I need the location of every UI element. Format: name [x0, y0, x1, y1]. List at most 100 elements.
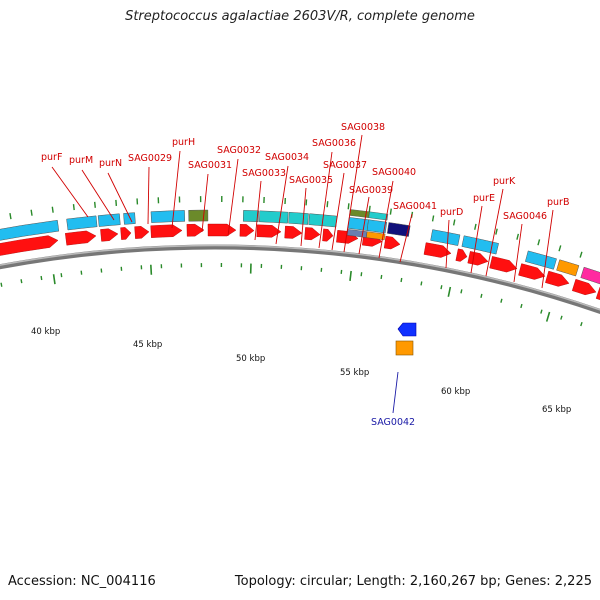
scale-label-40kbp: 40 kbp [31, 327, 60, 337]
outer-tick [495, 228, 498, 235]
leader-purK [485, 188, 504, 277]
cds-arrow [336, 230, 359, 244]
scale-label-65kbp: 65 kbp [542, 405, 571, 415]
gene-label-purD: purD [440, 207, 463, 218]
outer-tick [452, 219, 456, 226]
cds-arrow [322, 228, 334, 242]
gene-label-purF: purF [41, 152, 62, 163]
outer-tick [537, 239, 541, 246]
outer-tick [51, 206, 54, 213]
inner-tick [440, 285, 443, 290]
gene-box [366, 231, 386, 241]
major-tick [349, 270, 352, 281]
outer-tick [9, 213, 12, 220]
inner-tick [360, 272, 363, 277]
gene-label-SAG0031: SAG0031 [188, 160, 232, 171]
outer-tick [389, 208, 392, 215]
gene-box [242, 210, 259, 223]
cds-arrow [0, 235, 59, 256]
gene-label-SAG0037: SAG0037 [323, 160, 367, 171]
inner-tick [0, 282, 3, 287]
map-title: Streptococcus agalactiae 2603V/R, comple… [125, 9, 475, 24]
major-tick [545, 311, 551, 322]
gene-label-SAG0042: SAG0042 [371, 417, 415, 428]
gene-label-SAG0041: SAG0041 [393, 201, 437, 212]
inner-tick [480, 293, 483, 298]
leader-purB [541, 209, 554, 289]
leader-SAG0038 [343, 134, 363, 253]
scale-label-50kbp: 50 kbp [236, 354, 265, 364]
outer-tick [558, 245, 562, 252]
inner-tick [560, 315, 563, 320]
gene-box [366, 219, 388, 234]
gene-box [368, 211, 389, 221]
gene-label-purN: purN [99, 158, 122, 169]
scale-labels: 40 kbp 45 kbp 50 kbp 55 kbp 60 kbp 65 kbp [31, 327, 571, 415]
gene-box [580, 266, 600, 285]
leader-SAG0037 [331, 172, 345, 251]
accession-text: Accession: NC_004116 [8, 574, 156, 589]
cds-arrow [304, 227, 321, 241]
cds-arrow [455, 248, 468, 262]
cds-arrow [489, 256, 518, 273]
cds-arrow [284, 225, 303, 239]
gene-box [525, 250, 557, 270]
outer-tick [474, 223, 477, 230]
gene-label-purK: purK [493, 176, 516, 187]
cds-arrow [120, 227, 132, 240]
gene-box [288, 211, 309, 225]
leader-SAG0046 [513, 223, 523, 283]
leader-SAG0033 [254, 180, 262, 241]
inner-tick [580, 321, 583, 327]
gene-box [97, 213, 121, 227]
gene-label-SAG0034: SAG0034 [265, 152, 309, 163]
cds-arrow [571, 278, 597, 296]
gene-label-SAG0038: SAG0038 [341, 122, 385, 133]
leader-purH [171, 150, 181, 229]
leader-purF [51, 166, 89, 218]
gene-label-SAG0032: SAG0032 [217, 145, 261, 156]
gene-box [123, 212, 136, 225]
backbone-arc [0, 244, 600, 311]
backbone-arc [0, 244, 600, 315]
leader-SAG0039 [358, 196, 370, 255]
gene-label-SAG0039: SAG0039 [349, 185, 393, 196]
outer-tick [30, 209, 33, 216]
major-tick [447, 286, 452, 297]
cds-arrow [100, 228, 119, 242]
inner-tick [500, 298, 503, 303]
gene-label-purE: purE [473, 193, 495, 204]
gene-label-SAG0036: SAG0036 [312, 138, 356, 149]
cds-arrow [186, 223, 205, 237]
inner-tick [60, 273, 63, 278]
gene-label-SAG0033: SAG0033 [242, 168, 286, 179]
cds-arrow [207, 223, 237, 237]
gene-box [430, 229, 461, 246]
inner-tick [460, 289, 463, 294]
scale-ticks [0, 196, 583, 327]
major-tick [52, 274, 56, 285]
cds-arrow [595, 286, 600, 300]
gene-label-purM: purM [69, 155, 93, 166]
genome-backbone [0, 244, 600, 315]
outer-tick [368, 205, 371, 212]
leader-SAG0040 [378, 180, 394, 259]
major-tick [150, 264, 153, 275]
sag0042-arrow [397, 322, 417, 337]
gene-box [556, 259, 580, 277]
leader-SAG0035 [300, 187, 307, 247]
outer-tick [431, 215, 435, 222]
gene-box [259, 210, 289, 224]
leader-SAG0042 [392, 371, 399, 414]
outer-tick [72, 204, 75, 211]
cds-arrow [65, 230, 97, 246]
leader-purN [107, 172, 133, 223]
scale-label-45kbp: 45 kbp [133, 340, 162, 350]
label-leader-lines [51, 134, 554, 414]
cds-arrow [467, 251, 489, 266]
outer-tick [516, 233, 520, 240]
cds-arrow [545, 270, 570, 287]
cds-arrow [256, 224, 282, 238]
